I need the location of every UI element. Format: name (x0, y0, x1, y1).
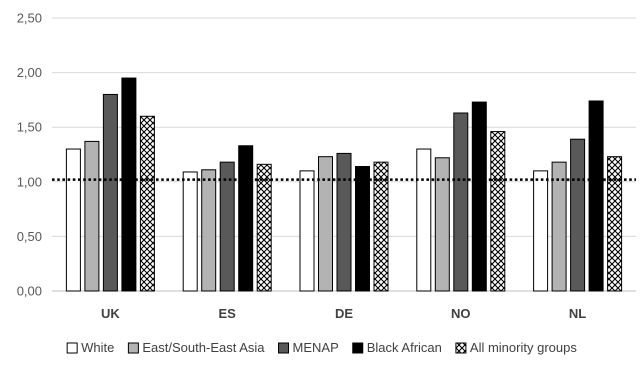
legend-label: All minority groups (470, 340, 577, 355)
legend-swatch (352, 342, 364, 354)
bar-de-all-minority-groups (373, 161, 389, 292)
y-tick-label: 0,00 (17, 284, 42, 299)
legend-swatch (278, 342, 290, 354)
legend: White East/South-East Asia MENAP Black Afri… (66, 340, 577, 355)
bar-no-menap (453, 112, 469, 292)
bar-es-black-african (238, 145, 254, 292)
legend-swatch (127, 342, 139, 354)
bar-de-east-south-east-asia (318, 156, 333, 292)
bar-uk-white (65, 148, 81, 292)
y-tick-label: 0,50 (17, 229, 42, 244)
bar-no-all-minority-groups (490, 131, 506, 292)
bar-uk-east-south-east-asia (84, 140, 100, 292)
bars (65, 77, 623, 292)
y-tick-label: 2,00 (17, 65, 42, 80)
bar-es-east-south-east-asia (201, 169, 217, 292)
bar-no-white (416, 148, 432, 292)
bar-nl-east-south-east-asia (551, 161, 567, 292)
x-tick-label: UK (101, 306, 120, 321)
bar-de-black-african (355, 166, 370, 292)
y-tick-label: 1,50 (17, 120, 42, 135)
bar-uk-all-minority-groups (139, 115, 155, 292)
x-tick-label: DE (335, 306, 353, 321)
legend-label: East/South-East Asia (142, 340, 265, 355)
bar-es-menap (219, 161, 235, 292)
legend-swatch (455, 342, 467, 354)
x-tick-label: NL (569, 306, 586, 321)
legend-label: Black African (367, 340, 442, 355)
bar-de-white (299, 170, 315, 292)
bar-uk-menap (102, 93, 118, 292)
legend-label: MENAP (293, 340, 339, 355)
legend-swatch (66, 342, 78, 354)
bar-nl-black-african (588, 100, 604, 292)
y-tick-label: 1,00 (17, 174, 42, 189)
bar-uk-black-african (121, 77, 137, 292)
bar-es-all-minority-groups (256, 163, 272, 292)
y-tick-label: 2,50 (17, 11, 42, 26)
x-axis-ticks: UK ES DE NO NL (101, 306, 586, 321)
bar-nl-menap (570, 138, 586, 292)
bar-no-black-african (471, 101, 487, 292)
legend-label: White (81, 340, 114, 355)
y-axis-ticks: 0,00 0,50 1,00 1,50 2,00 2,50 (17, 11, 42, 299)
x-tick-label: ES (219, 306, 237, 321)
bar-no-east-south-east-asia (434, 157, 450, 292)
bar-es-white (182, 171, 198, 292)
bar-nl-white (533, 170, 549, 292)
bar-nl-all-minority-groups (607, 156, 623, 292)
x-tick-label: NO (451, 306, 471, 321)
bar-de-menap (336, 152, 352, 292)
